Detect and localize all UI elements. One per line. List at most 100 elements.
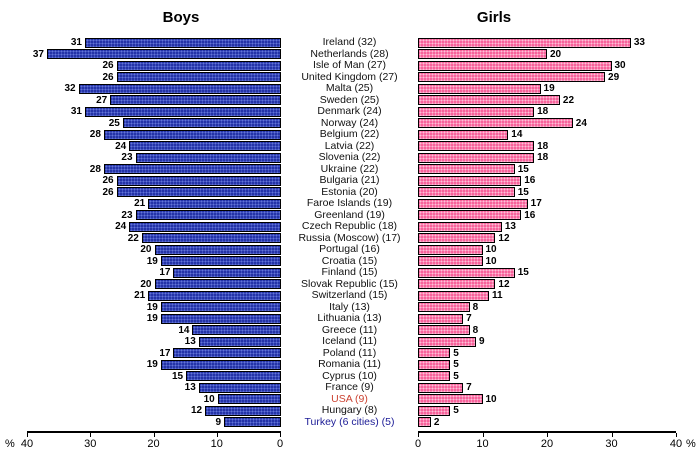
girls-value-label: 12: [498, 232, 510, 244]
girls-bar-cell: 29: [418, 72, 676, 84]
girls-bar-cell: 22: [418, 95, 676, 107]
girls-bar-cell: 30: [418, 60, 676, 72]
country-label: Greece (11): [321, 323, 378, 336]
chart-row: 9 Turkey (6 cities) (5) 2: [0, 415, 700, 429]
axis-tick: [27, 433, 28, 437]
girls-value-label: 18: [537, 106, 549, 118]
girls-bar: [418, 210, 522, 221]
country-label: Ukraine (22): [320, 162, 379, 175]
chart-row: 25 Norway (24) 24: [0, 116, 700, 130]
country-label: Turkey (6 cities) (5): [304, 415, 395, 428]
boys-bar-cell: 25: [27, 118, 281, 130]
boys-bar: [135, 210, 281, 221]
boys-value-label: 21: [134, 198, 146, 210]
country-label: Netherlands (28): [310, 47, 389, 60]
chart-row: 24 Latvia (22) 18: [0, 140, 700, 153]
country-label: Slovak Republic (15): [301, 277, 398, 290]
boys-value-label: 27: [96, 94, 108, 106]
girls-bar: [418, 164, 515, 175]
chart-row: 19 Italy (13) 8: [0, 301, 700, 314]
boys-value-label: 24: [115, 140, 127, 152]
girls-value-label: 33: [633, 37, 645, 49]
chart-row: 23 Greenland (19) 16: [0, 208, 700, 222]
girls-bar-cell: 20: [418, 49, 676, 61]
boys-bar: [103, 129, 281, 140]
boys-bar: [103, 164, 281, 175]
country-label: Sweden (25): [319, 93, 380, 106]
boys-bar-cell: 31: [27, 106, 281, 118]
axis-tick-label: 30: [605, 438, 618, 450]
boys-bar: [205, 405, 281, 416]
country-label: Ireland (32): [322, 36, 377, 48]
boys-bar: [160, 313, 281, 324]
axis-tick: [216, 433, 218, 437]
girls-value-label: 5: [453, 405, 459, 417]
country-label: Romania (11): [318, 358, 381, 370]
chart-row: 21 Faroe Islands (19) 17: [0, 197, 700, 210]
boys-bar: [160, 302, 281, 313]
country-label: Norway (24): [320, 116, 379, 129]
girls-bar-cell: 16: [418, 210, 676, 222]
girls-bar: [418, 175, 522, 186]
girls-bar-cell: 18: [418, 152, 676, 164]
girls-bar: [418, 417, 431, 428]
girls-bar-cell: 18: [418, 141, 676, 153]
girls-bar: [418, 405, 451, 416]
boys-value-label: 17: [159, 347, 171, 359]
girls-value-label: 22: [562, 94, 575, 106]
chart-row: 19 Lithuania (13) 7: [0, 312, 700, 325]
girls-bar-cell: 12: [418, 279, 676, 291]
boys-value-label: 26: [102, 186, 114, 198]
chart-row: 13 Iceland (11) 9: [0, 335, 700, 348]
boys-value-label: 37: [32, 48, 44, 60]
girls-bar-cell: 14: [418, 129, 676, 141]
girls-value-label: 18: [537, 152, 549, 164]
girls-bar: [418, 83, 541, 94]
girls-bar-cell: 5: [418, 405, 676, 417]
axis-tick-label: 20: [147, 438, 160, 450]
girls-bar-cell: 10: [418, 244, 676, 256]
girls-bar-cell: 10: [418, 394, 676, 406]
girls-bar-cell: 5: [418, 359, 676, 371]
boys-bar: [135, 152, 281, 163]
boys-value-label: 17: [159, 267, 171, 279]
boys-bar: [186, 371, 281, 382]
girls-value-label: 8: [472, 301, 479, 313]
girls-bar: [418, 37, 631, 48]
boys-bar-cell: 19: [27, 313, 281, 325]
girls-bar: [418, 60, 612, 71]
boys-bar: [84, 37, 281, 48]
girls-bar: [418, 290, 489, 301]
boys-value-label: 23: [121, 209, 133, 221]
girls-value-label: 19: [543, 83, 555, 95]
chart-row: 31 Ireland (32) 33: [0, 36, 700, 49]
girls-value-label: 9: [479, 336, 485, 348]
axis-tick: [676, 433, 677, 437]
boys-value-label: 24: [115, 221, 127, 233]
girls-value-label: 5: [453, 370, 459, 382]
country-label: Cyprus (10): [322, 369, 377, 382]
country-label: France (9): [325, 381, 374, 393]
girls-bar: [418, 325, 470, 336]
girls-value-label: 13: [504, 221, 516, 233]
chart-row: 14 Greece (11) 8: [0, 323, 700, 337]
country-label: Bulgaria (21): [319, 174, 380, 186]
axis-tick-label: 0: [414, 438, 422, 450]
girls-bar: [418, 118, 573, 129]
boys-value-label: 23: [121, 152, 133, 164]
girls-bar: [418, 152, 535, 163]
girls-bar: [418, 187, 515, 198]
girls-bar: [418, 141, 535, 152]
girls-bar: [418, 359, 451, 370]
country-label: Poland (11): [322, 346, 377, 359]
country-label: Lithuania (13): [317, 312, 382, 324]
girls-value-label: 7: [466, 313, 472, 325]
chart-row: 20 Slovak Republic (15) 12: [0, 277, 700, 291]
country-label: Greenland (19): [314, 208, 385, 221]
chart-row: 17 Poland (11) 5: [0, 346, 700, 360]
boys-value-label: 21: [134, 290, 146, 302]
girls-bar: [418, 129, 509, 140]
boys-value-label: 20: [140, 244, 152, 256]
right-percent-symbol: %: [686, 438, 696, 450]
